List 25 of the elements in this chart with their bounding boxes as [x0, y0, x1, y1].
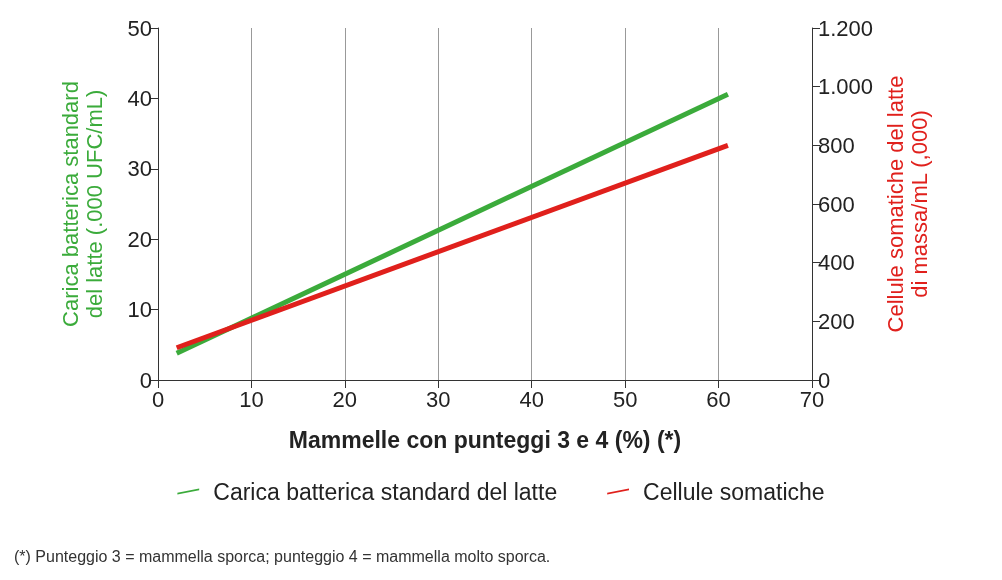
y-tick-label: 0	[139, 367, 152, 393]
y2-tick-label: 200	[818, 308, 855, 334]
y-tick-label: 40	[127, 85, 152, 111]
y-tick-label: 50	[127, 15, 152, 41]
x-axis-title: Mammelle con punteggi 3 e 4 (%) (*)	[288, 426, 682, 453]
y2-tick-label: 600	[818, 191, 855, 217]
x-tick-label: 20	[332, 386, 358, 412]
text: (*) Punteggio 3 = mammella sporca; punteggio 4 = mammella molto sporca.	[14, 547, 551, 565]
y-axis-title: Carica batterica standard del latte (.000 UFC/mL)	[57, 81, 107, 327]
y2-tick-label: 1.000	[818, 74, 874, 100]
y2-tick-label: 1.200	[818, 15, 874, 41]
y-tick-label: 20	[127, 226, 152, 252]
x-tick-label: 50	[612, 386, 638, 412]
y-tick-label: 30	[127, 156, 152, 182]
y2-tick-label: 400	[818, 250, 855, 276]
y2-tick-label: 800	[818, 132, 855, 158]
x-tick-label: 60	[706, 386, 731, 412]
x-tick-label: 30	[426, 386, 451, 412]
legend-label: Carica batterica standard del latte	[213, 478, 558, 505]
x-tick-label: 40	[519, 386, 544, 412]
y-tick-label: 10	[127, 297, 152, 323]
y2-axis-title: Cellule somatiche del latte di massa/mL (,000)	[883, 75, 933, 333]
legend-label: Cellule somatiche	[643, 478, 825, 505]
x-tick-label: 10	[239, 386, 264, 412]
y2-tick-label: 0	[818, 367, 831, 393]
